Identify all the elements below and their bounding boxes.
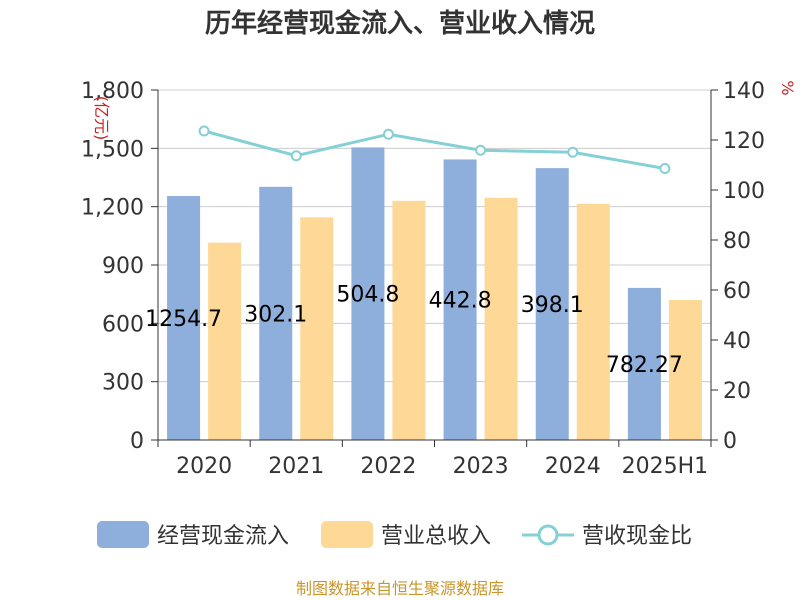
axis-layer: 0 300 600 900 1,200 1,500 1,800 0 20 40 60 80 100 120… xyxy=(81,79,765,479)
bar-cash-inflow xyxy=(627,287,661,440)
right-tick-label: 60 xyxy=(723,279,751,304)
bar-revenue xyxy=(576,203,610,440)
left-tick-label: 300 xyxy=(102,371,144,396)
x-tick-label: 2024 xyxy=(545,454,601,479)
ratio-line xyxy=(203,129,666,170)
legend-label-cash-inflow: 经营现金流入 xyxy=(157,524,289,549)
x-tick-label: 2022 xyxy=(360,454,416,479)
bar-data-label: 1254.7 xyxy=(145,307,222,332)
left-tick-label: 900 xyxy=(102,254,144,279)
label-layer: 1254.7 302.1 504.8 442.8 398.1 782.27 xyxy=(145,283,683,378)
ratio-point xyxy=(567,146,579,158)
ratio-point xyxy=(475,144,487,156)
legend-swatch-revenue xyxy=(321,521,373,548)
bar-cash-inflow xyxy=(535,168,569,440)
right-tick-label: 40 xyxy=(723,329,751,354)
chart-title: 历年经营现金流入、营业收入情况 xyxy=(205,8,595,39)
right-tick-label: 140 xyxy=(723,79,765,104)
x-tick-label: 2021 xyxy=(268,454,324,479)
right-tick-label: 0 xyxy=(723,429,737,454)
legend-item-ratio[interactable]: 营收现金比 xyxy=(522,524,692,549)
bar-revenue xyxy=(484,197,518,440)
bar-data-label: 442.8 xyxy=(429,289,492,314)
right-axis-unit: % xyxy=(778,80,797,95)
line-layer xyxy=(198,125,671,174)
ratio-point xyxy=(198,125,210,137)
ratio-point xyxy=(659,163,671,174)
legend-label-revenue: 营业总收入 xyxy=(381,524,491,549)
ratio-point xyxy=(382,128,394,140)
legend-label-ratio: 营收现金比 xyxy=(582,524,692,549)
legend-item-cash-inflow[interactable]: 经营现金流入 xyxy=(97,521,289,549)
left-tick-label: 1,200 xyxy=(81,196,144,221)
x-tick-label: 2020 xyxy=(176,454,232,479)
x-tick-label: 2023 xyxy=(453,454,509,479)
bar-revenue xyxy=(300,217,334,440)
legend-marker-ratio xyxy=(537,524,559,546)
bar-revenue xyxy=(668,300,702,440)
bar-cash-inflow xyxy=(443,159,477,440)
left-tick-label: 1,500 xyxy=(81,137,144,162)
right-tick-label: 20 xyxy=(723,379,751,404)
left-axis-unit: (亿元) xyxy=(92,96,111,141)
x-tick-label: 2025H1 xyxy=(622,454,709,479)
left-tick-label: 1,800 xyxy=(81,79,144,104)
grid-layer xyxy=(158,89,711,383)
source-note: 制图数据来自恒生聚源数据库 xyxy=(296,579,504,598)
bar-cash-inflow xyxy=(259,186,293,440)
bar-data-label: 398.1 xyxy=(521,293,584,318)
ratio-point xyxy=(290,150,302,162)
legend-swatch-cash-inflow xyxy=(97,521,149,548)
bar-data-label: 782.27 xyxy=(606,353,683,378)
bar-data-label: 302.1 xyxy=(244,302,307,327)
bar-cash-inflow xyxy=(167,196,201,440)
bar-cash-inflow xyxy=(351,147,385,440)
right-tick-label: 100 xyxy=(723,179,765,204)
bar-revenue xyxy=(392,200,426,440)
bar-layer xyxy=(167,147,702,440)
right-tick-label: 120 xyxy=(723,129,765,154)
left-tick-label: 600 xyxy=(102,312,144,337)
bar-revenue xyxy=(208,242,242,440)
legend: 经营现金流入 营业总收入 营收现金比 xyxy=(97,521,692,549)
left-tick-label: 0 xyxy=(130,429,144,454)
right-tick-label: 80 xyxy=(723,229,751,254)
legend-item-revenue[interactable]: 营业总收入 xyxy=(321,521,491,549)
bar-data-label: 504.8 xyxy=(336,283,399,308)
